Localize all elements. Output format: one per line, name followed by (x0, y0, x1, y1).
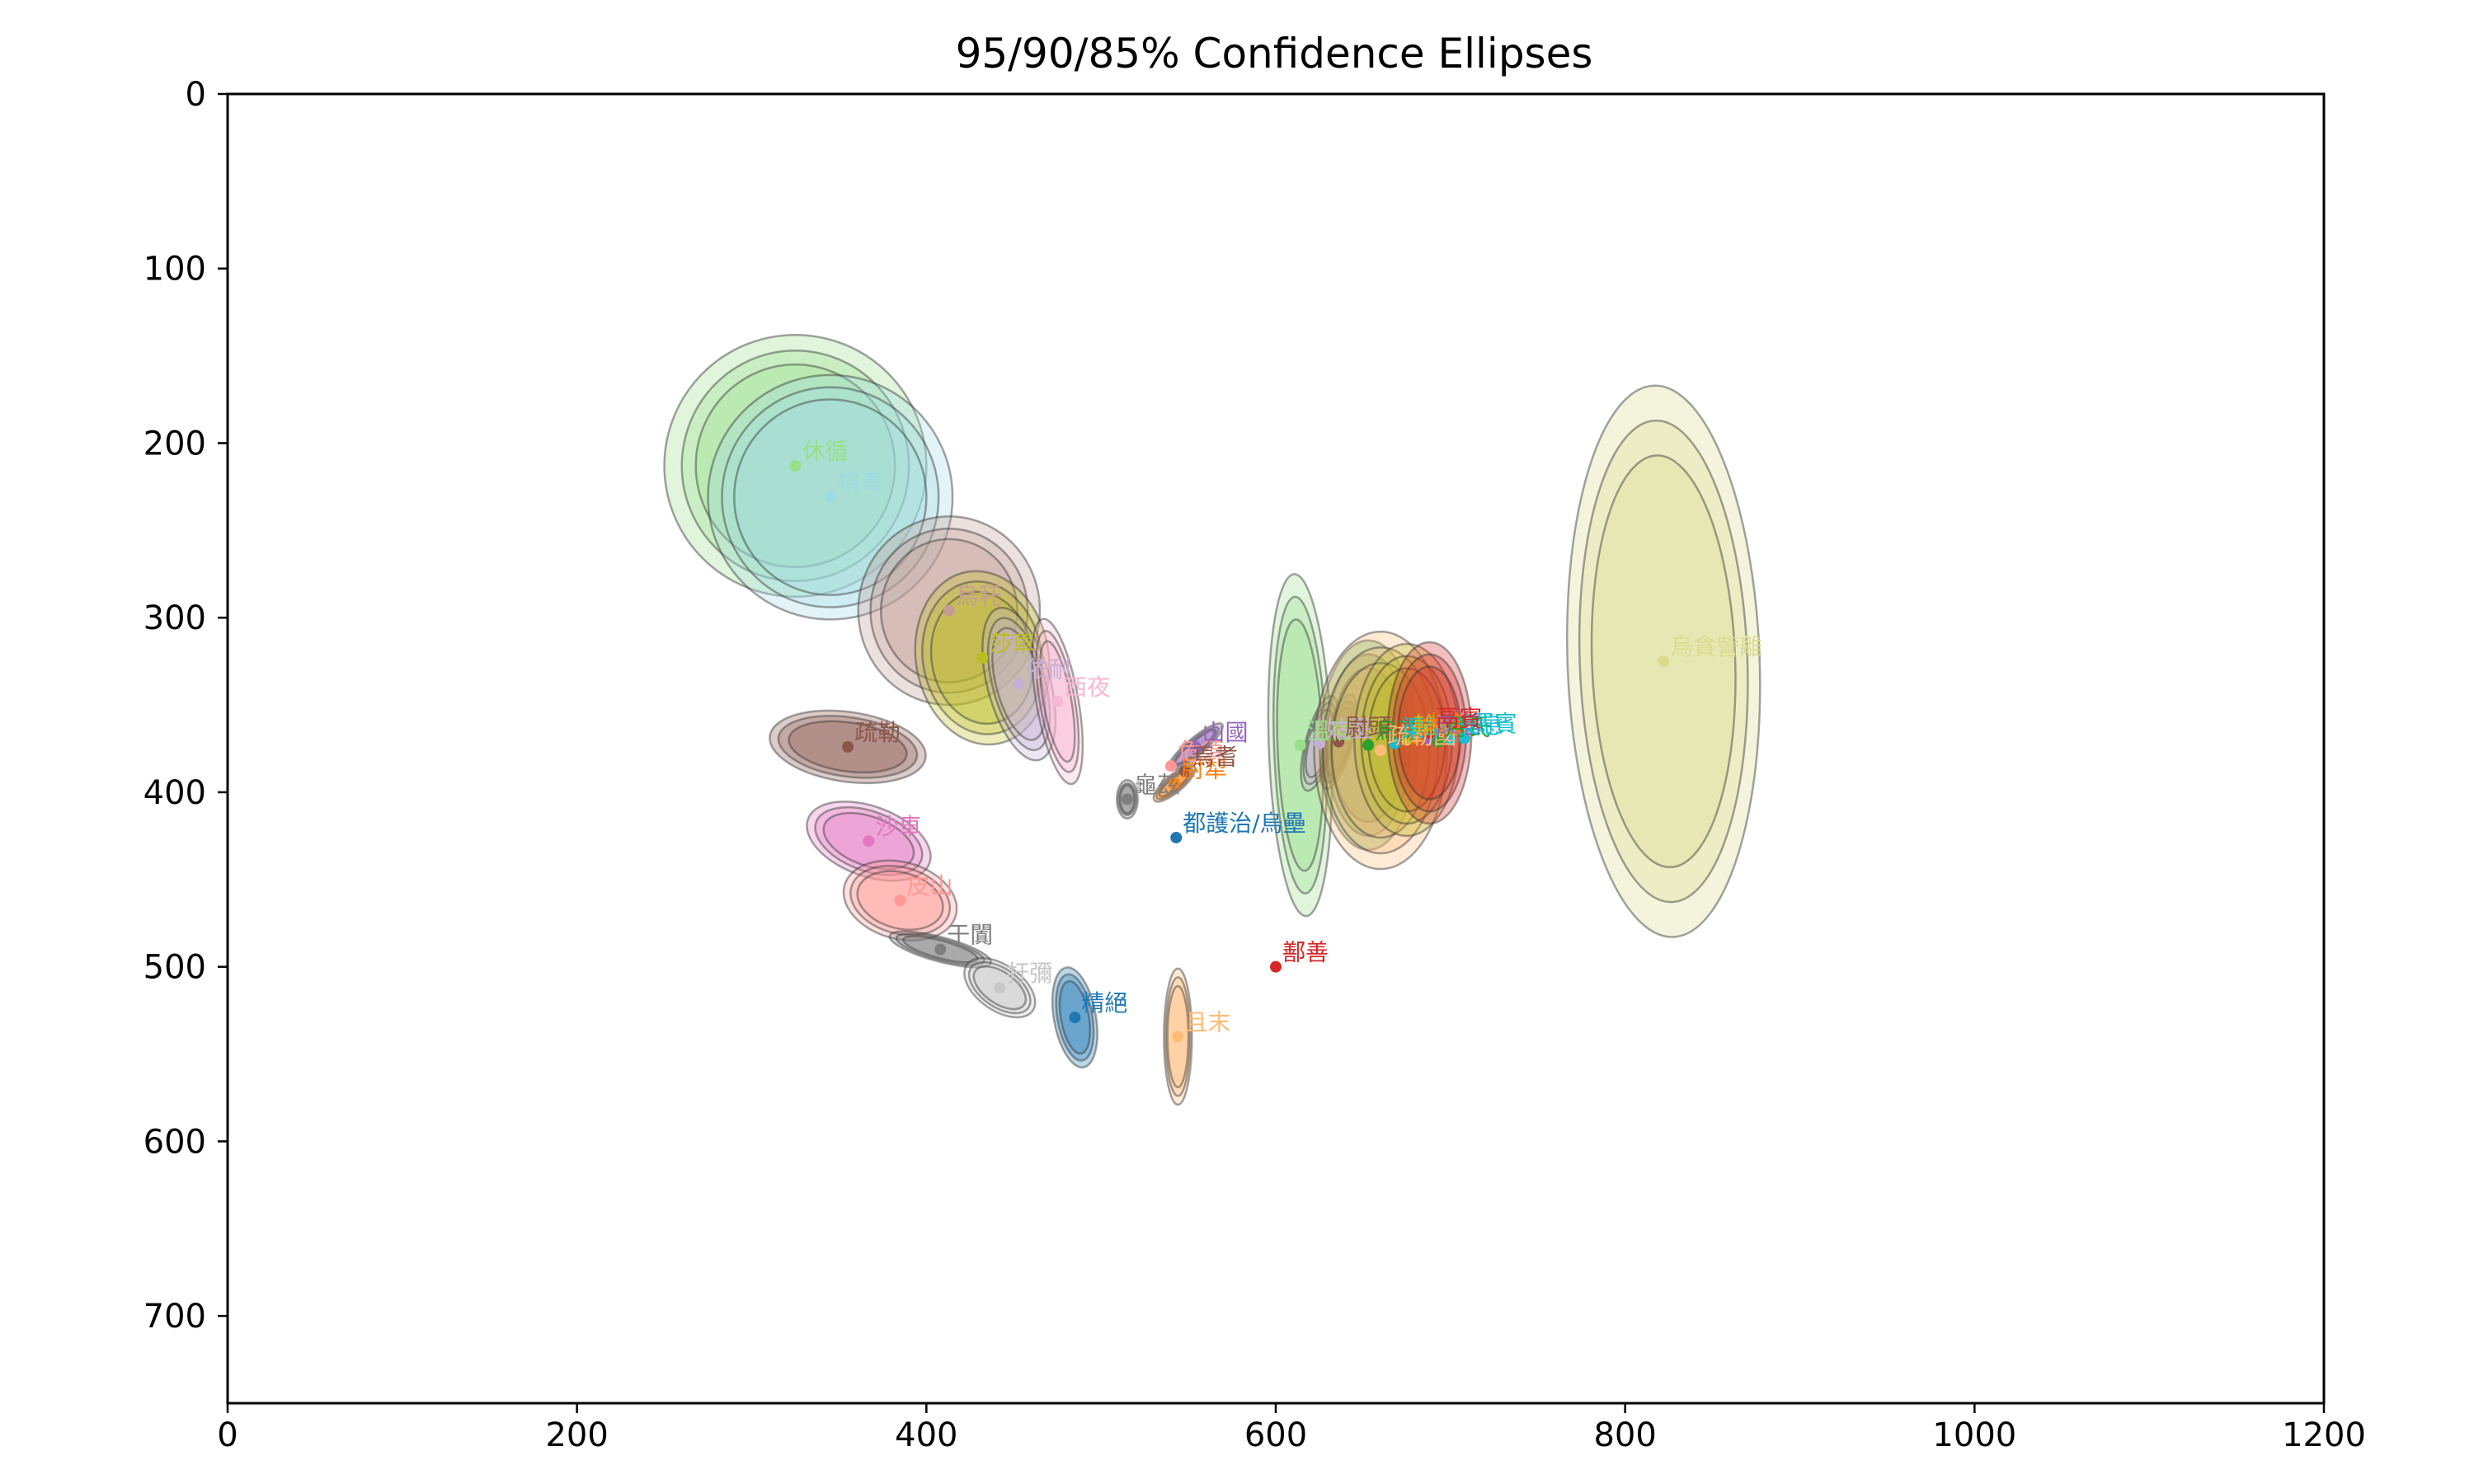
x-tick-label: 800 (1593, 1416, 1656, 1454)
point-label: 疏勒 (854, 719, 901, 746)
data-point (1164, 760, 1177, 773)
data-point (842, 740, 854, 753)
chart-title: 95/90/85% Confidence Ellipses (956, 30, 1593, 77)
data-point (824, 491, 836, 504)
point-label: 康居 (1436, 711, 1482, 739)
point-label: 烏秅 (956, 583, 1002, 610)
point-label: 尉頭 (1345, 714, 1391, 741)
point-label: 焉耆 (1192, 744, 1238, 771)
data-point (1189, 740, 1202, 753)
point-label: 休循 (802, 438, 848, 465)
data-point (1400, 734, 1413, 746)
y-axis: 0 100 200 300 400 500 600 700 (143, 76, 228, 1336)
x-tick-label: 200 (545, 1416, 608, 1454)
point-layer (789, 459, 1670, 1043)
x-tick-label: 1000 (1932, 1416, 2016, 1454)
data-point (994, 982, 1006, 994)
point-label: 捐毒 (837, 469, 883, 496)
x-tick-label: 600 (1244, 1416, 1307, 1454)
data-point (789, 459, 802, 472)
point-label: 莎車 (989, 630, 1035, 657)
y-tick-label: 400 (143, 774, 206, 812)
point-label: 扜彌 (1006, 960, 1052, 987)
x-axis: 0 200 400 600 800 1000 1200 (217, 1403, 2366, 1454)
point-label: 月氏 (1445, 714, 1491, 741)
point-label: 烏貪訾離 (1670, 633, 1762, 660)
y-tick-label: 200 (143, 425, 206, 463)
data-point (1458, 732, 1470, 744)
data-point (1172, 1031, 1184, 1043)
data-point (1178, 765, 1191, 777)
data-point (1313, 737, 1325, 749)
point-label: 鬲賓 (1436, 705, 1482, 732)
data-point (976, 651, 989, 664)
y-tick-label: 500 (143, 949, 206, 987)
data-point (1375, 744, 1387, 757)
y-tick-label: 0 (186, 76, 206, 114)
data-point (1069, 1012, 1081, 1024)
point-label: 沙車 (875, 813, 921, 840)
point-label: 危須 (1178, 738, 1224, 765)
data-point (1170, 831, 1183, 843)
y-tick-label: 600 (143, 1123, 206, 1161)
point-label: 烏孫 (1375, 717, 1421, 744)
point-label: 龜茲 (1134, 771, 1180, 798)
data-point (1362, 739, 1375, 751)
data-point (1389, 737, 1401, 749)
point-label: 依耐 (1026, 656, 1072, 683)
point-label: 西夜 (1064, 674, 1110, 701)
data-point (1658, 655, 1670, 668)
x-tick-label: 0 (217, 1416, 238, 1454)
data-point (1013, 678, 1025, 690)
point-label: 疏勒國 (1387, 722, 1456, 749)
point-label: 鄯善 (1282, 939, 1329, 966)
data-point (1333, 735, 1345, 748)
data-point (934, 943, 947, 956)
y-tick-label: 300 (143, 599, 206, 637)
data-point (1432, 735, 1445, 748)
point-label: 尉犁 (1181, 755, 1227, 782)
point-label: 輪臺 (1413, 711, 1460, 739)
point-label: 精絕 (1081, 989, 1127, 1017)
point-label: 山國 (1202, 719, 1249, 746)
data-point (1051, 695, 1064, 707)
point-label: 于闐 (947, 921, 993, 948)
x-tick-label: 1200 (2282, 1416, 2366, 1454)
point-label: 渠犁 (1401, 716, 1447, 743)
y-tick-label: 700 (143, 1298, 206, 1336)
point-label: 皮山 (907, 872, 953, 899)
point-label: 大宛 (1422, 710, 1468, 737)
point-label: 且末 (1184, 1008, 1230, 1036)
point-label: 都護治/烏壘 (1183, 810, 1305, 837)
data-point (1294, 739, 1306, 751)
x-tick-label: 400 (895, 1416, 957, 1454)
point-label: 罽賓 (1471, 710, 1517, 737)
data-point (894, 895, 906, 907)
data-point (863, 835, 875, 848)
point-label: 姑墨 (1326, 716, 1372, 743)
data-point (1423, 726, 1436, 739)
y-tick-label: 100 (143, 251, 206, 289)
data-point (1121, 793, 1133, 805)
data-point (1270, 960, 1282, 973)
data-point (1169, 777, 1181, 790)
point-label: 溫宿 (1307, 717, 1353, 744)
data-point (1409, 732, 1422, 744)
data-point (1444, 734, 1456, 746)
point-label: 安息 (1457, 711, 1503, 739)
data-point (943, 604, 955, 617)
